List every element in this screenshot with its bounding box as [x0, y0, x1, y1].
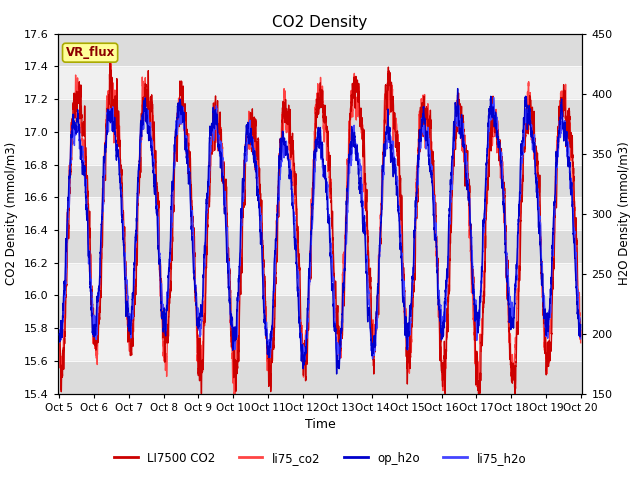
Bar: [58, 295, 582, 328]
Bar: [58, 361, 582, 394]
X-axis label: Time: Time: [305, 418, 335, 431]
Bar: [58, 230, 582, 263]
Text: VR_flux: VR_flux: [65, 46, 115, 59]
Bar: [58, 99, 582, 132]
Bar: [58, 165, 582, 197]
Y-axis label: CO2 Density (mmol/m3): CO2 Density (mmol/m3): [5, 142, 18, 285]
Legend: LI7500 CO2, li75_co2, op_h2o, li75_h2o: LI7500 CO2, li75_co2, op_h2o, li75_h2o: [109, 447, 531, 469]
Y-axis label: H2O Density (mmol/m3): H2O Density (mmol/m3): [618, 142, 631, 286]
Title: CO2 Density: CO2 Density: [273, 15, 367, 30]
Bar: [58, 34, 582, 66]
